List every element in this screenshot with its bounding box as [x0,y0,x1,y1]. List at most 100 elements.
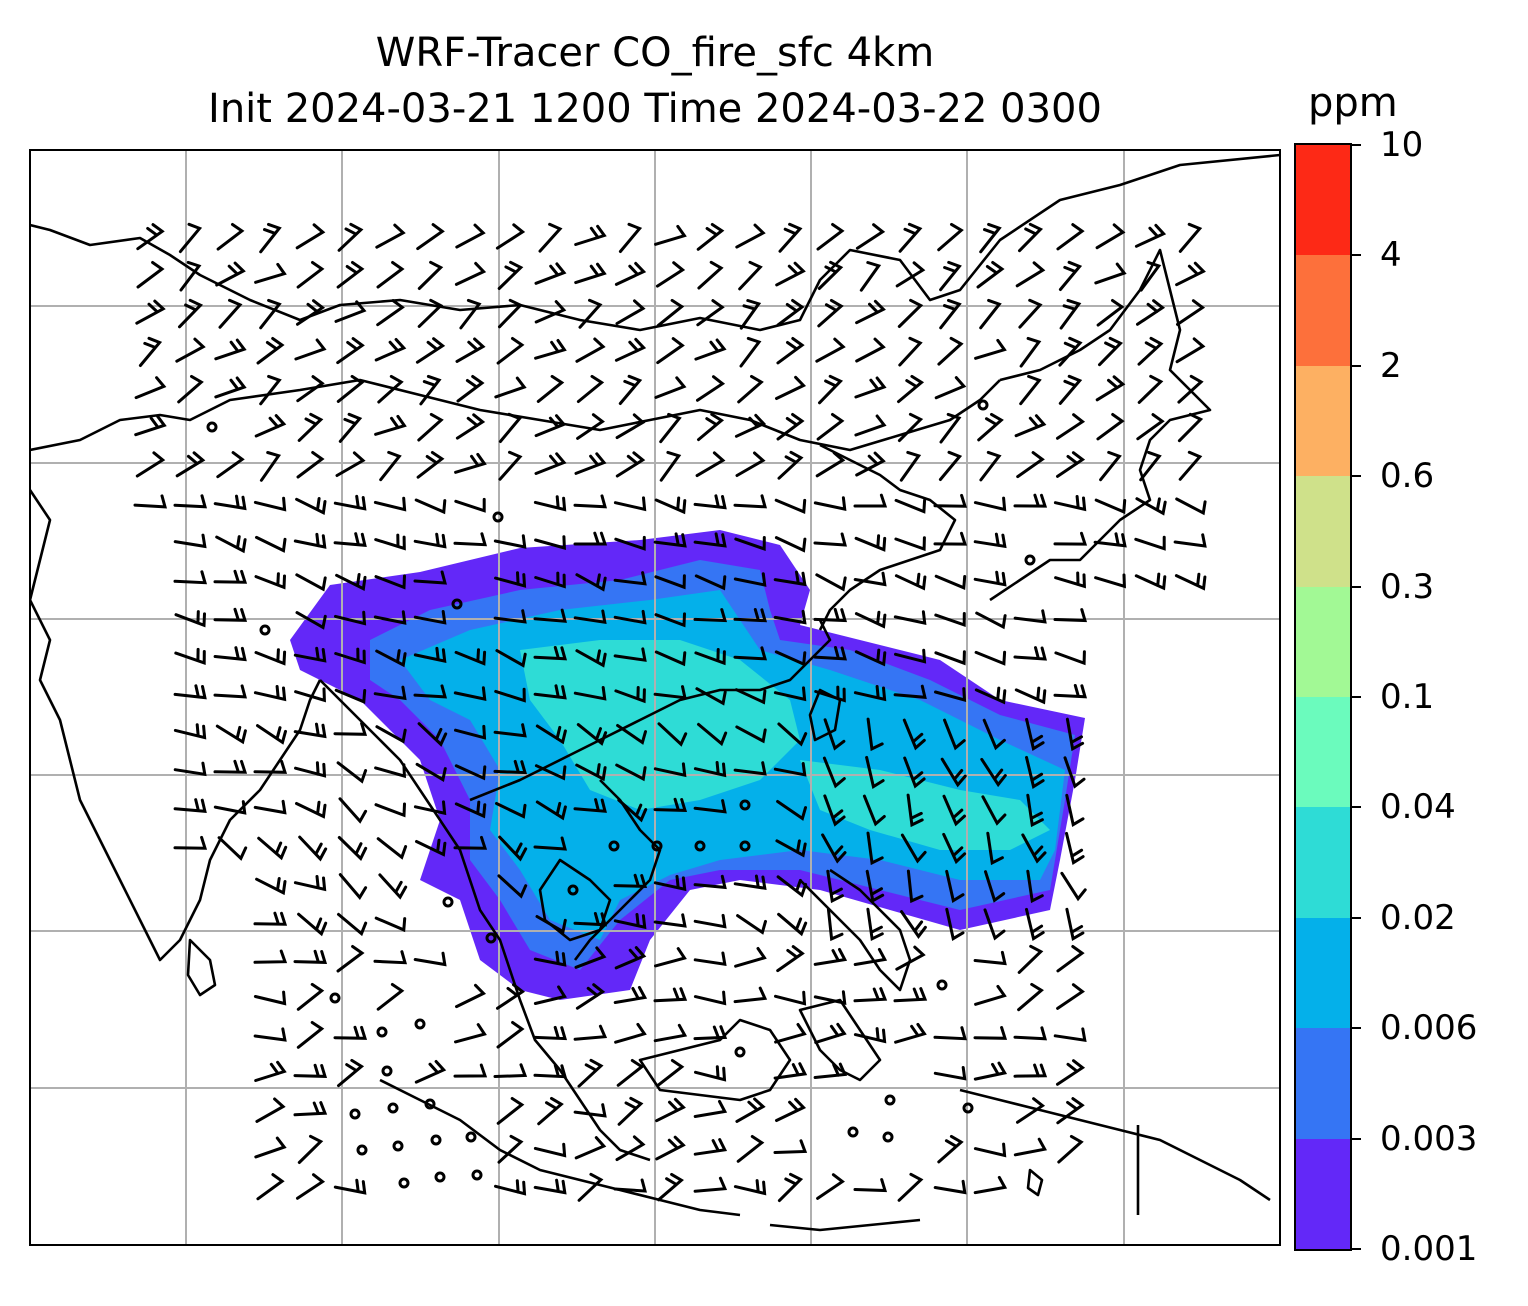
wind-barb [733,572,767,587]
wind-barb [534,571,566,589]
wind-barb [576,413,605,440]
wind-barb [933,531,968,546]
wind-barb [1058,374,1083,405]
wind-barb [1016,1097,1046,1124]
wind-barb [821,833,847,864]
wind-barb [337,836,368,862]
wind-barb [259,222,282,254]
wind-barb [614,1022,647,1044]
wind-barb [654,612,686,628]
wind-barb [293,1101,328,1117]
wind-barb [213,759,248,774]
wind-barb [854,610,887,629]
wind-barb [494,687,526,703]
wind-barb [417,412,444,442]
wind-barb [533,684,567,700]
wind-barb [498,450,523,481]
calm-wind-circle [847,1126,859,1138]
wind-barb [1093,532,1127,548]
wind-barb [574,224,607,246]
wind-barb [613,571,647,586]
map-title-line-2: Init 2024-03-21 1200 Time 2024-03-22 030… [208,86,1102,132]
wind-barb [253,990,287,1006]
wind-barb [575,983,606,1010]
wind-barb [293,722,327,739]
wind-barb [733,761,767,776]
wind-barb [934,376,967,400]
wind-barb [338,412,363,443]
wind-barb [815,337,846,363]
wind-barb [815,451,846,478]
wind-barbs [133,222,1207,1203]
calm-wind-circle [414,1018,426,1030]
calm-wind-circle [442,896,454,908]
wind-barb [1134,535,1166,551]
wind-barb [373,950,408,965]
wind-barb [1058,260,1083,291]
wind-barb [945,869,965,903]
wind-barb [497,260,524,290]
wind-barb [293,1063,328,1078]
calm-wind-circle [451,598,463,610]
wind-barb [1174,572,1207,591]
wind-barb [177,374,204,404]
wind-barb [534,339,567,360]
wind-barb [734,536,766,551]
wind-barb [1056,1097,1085,1125]
wind-barb [374,414,407,436]
wind-barb [376,837,408,860]
wind-barb [255,1097,286,1123]
wind-barb [253,949,288,964]
wind-barb [855,299,886,325]
wind-barb [735,451,766,477]
wind-barb [986,831,1004,866]
wind-barb [496,1021,525,1049]
wind-barb [1053,1027,1087,1042]
wind-barb [293,532,327,549]
wind-barb [893,684,927,699]
wind-barb [256,724,287,745]
wind-barb [534,262,567,285]
wind-barb [943,718,966,751]
wind-barb [696,299,725,327]
calm-wind-circle [434,1171,446,1183]
wind-barb [613,913,647,930]
wind-barb [1176,299,1206,326]
colorbar-tick [1352,144,1361,146]
wind-barb [573,686,607,701]
wind-barb [614,686,646,704]
wind-barb [535,724,567,745]
wind-barb [493,534,527,549]
wind-barb [253,759,288,774]
wind-barb [774,498,807,514]
wind-barb [413,532,447,549]
wind-barb [1136,413,1165,441]
wind-barb [496,1097,525,1125]
colorbar-tick [1352,254,1361,257]
wind-barb [776,800,807,821]
wind-barb [333,1025,368,1040]
wind-barb [133,494,167,509]
wind-barb [296,451,325,479]
wind-barb [900,910,927,939]
wind-barb [417,298,444,328]
wind-barb [653,797,688,812]
colorbar-tick [1352,1027,1361,1030]
wind-barb [653,913,687,928]
wind-barb [933,493,968,508]
wind-barb [693,532,727,548]
wind-barb [854,414,887,437]
wind-barb [297,1134,324,1164]
wind-barb [1065,717,1085,752]
wind-barb [494,376,527,399]
wind-barb [613,873,648,888]
wind-barb [216,223,245,251]
wind-barb [493,759,528,775]
calm-wind-circle [430,1134,442,1146]
wind-barb [493,723,527,738]
wind-barb [573,1103,607,1118]
wind-barb [454,648,487,666]
wind-barb [813,1062,848,1079]
wind-barb [1013,493,1048,508]
wind-barb [373,685,407,701]
